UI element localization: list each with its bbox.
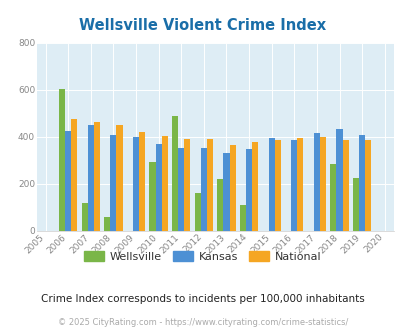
Bar [358,135,364,231]
Bar [194,193,200,231]
Bar [239,205,245,231]
Bar [217,179,223,231]
Bar [81,203,87,231]
Bar [330,164,336,231]
Text: © 2025 CityRating.com - https://www.cityrating.com/crime-statistics/: © 2025 CityRating.com - https://www.city… [58,318,347,327]
Text: Crime Index corresponds to incidents per 100,000 inhabitants: Crime Index corresponds to incidents per… [41,294,364,304]
Bar [87,125,94,231]
Bar [200,148,207,231]
Bar [172,116,178,231]
Bar [161,136,167,231]
Bar [178,148,184,231]
Bar [336,129,342,231]
Bar [223,153,229,231]
Bar [65,131,71,231]
Bar [274,141,280,231]
Legend: Wellsville, Kansas, National: Wellsville, Kansas, National [80,247,325,267]
Bar [59,89,65,231]
Bar [342,141,348,231]
Bar [268,138,274,231]
Bar [104,217,110,231]
Bar [352,178,358,231]
Bar [313,133,319,231]
Bar [110,135,116,231]
Bar [229,145,235,231]
Bar [319,137,325,231]
Bar [252,142,258,231]
Bar [71,119,77,231]
Bar [184,139,190,231]
Bar [296,138,303,231]
Bar [133,137,139,231]
Bar [290,141,296,231]
Bar [207,139,213,231]
Bar [364,141,371,231]
Bar [149,162,155,231]
Bar [94,122,100,231]
Text: Wellsville Violent Crime Index: Wellsville Violent Crime Index [79,18,326,33]
Bar [116,125,122,231]
Bar [155,144,161,231]
Bar [245,149,252,231]
Bar [139,132,145,231]
